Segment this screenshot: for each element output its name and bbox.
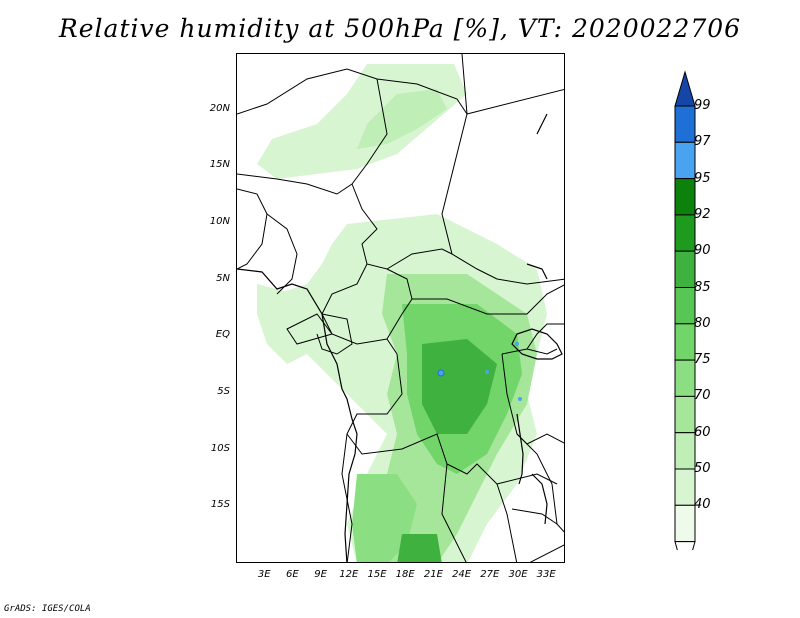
longitude-label: 24E: [452, 569, 472, 580]
longitude-label: 21E: [423, 569, 443, 580]
colorbar-level-label: 70: [694, 388, 711, 404]
map-plot-area: [236, 53, 565, 563]
colorbar-segment: [674, 287, 696, 325]
latitude-label: EQ: [215, 329, 230, 341]
longitude-label: 9E: [314, 569, 327, 580]
colorbar-segment: [674, 141, 696, 180]
colorbar-segment: [674, 359, 696, 397]
colorbar-level-label: 50: [694, 461, 711, 476]
colorbar-segment: [674, 178, 696, 216]
colorbar-level-label: 85: [694, 279, 711, 295]
colorbar-level-label: 90: [694, 243, 711, 259]
colorbar-level-label: 97: [694, 134, 711, 150]
latitude-label: 5S: [217, 386, 230, 397]
longitude-label: 18E: [395, 569, 415, 580]
colorbar-level-label: 75: [694, 352, 711, 368]
humidity-fields: [237, 54, 564, 562]
latitude-label: 15S: [210, 499, 230, 511]
colorbar-segment: [674, 504, 696, 543]
latitude-label: 10N: [209, 216, 230, 227]
latitude-label: 15N: [209, 159, 230, 171]
coastlines: [237, 113, 563, 562]
longitude-label: 12E: [339, 569, 359, 580]
longitude-label: 3E: [257, 569, 271, 580]
colorbar-segment: [674, 323, 696, 361]
colorbar-segment: [674, 432, 696, 470]
longitude-label: 27E: [480, 569, 500, 580]
colorbar: [674, 70, 696, 550]
colorbar-bottom-arrow: [674, 541, 696, 550]
longitude-label: 15E: [367, 569, 387, 580]
latitude-label: 20N: [209, 102, 230, 114]
map-title: Relative humidity at 500hPa [%], VT: 202…: [58, 14, 742, 43]
latitude-label: 10S: [210, 442, 230, 454]
colorbar-segment: [674, 214, 696, 252]
colorbar-segment: [674, 105, 696, 143]
longitude-label: 6E: [286, 569, 299, 580]
colorbar-level-label: 60: [694, 424, 711, 440]
colorbar-segment: [674, 250, 696, 288]
longitude-label: 33E: [536, 569, 556, 580]
colorbar-level-label: 40: [694, 497, 711, 513]
credit-label: GrADS: IGES/COLA: [4, 604, 91, 614]
colorbar-top-arrow: [674, 70, 696, 107]
colorbar-segment: [674, 395, 696, 434]
latitude-label: 5N: [216, 272, 230, 284]
colorbar-segment: [674, 468, 696, 506]
longitude-label: 30E: [508, 569, 528, 580]
colorbar-level-label: 92: [694, 206, 711, 222]
colorbar-level-label: 80: [694, 315, 711, 331]
colorbar-level-label: 95: [694, 170, 711, 186]
humidity-map: [237, 54, 564, 562]
colorbar-level-label: 99: [694, 98, 711, 113]
